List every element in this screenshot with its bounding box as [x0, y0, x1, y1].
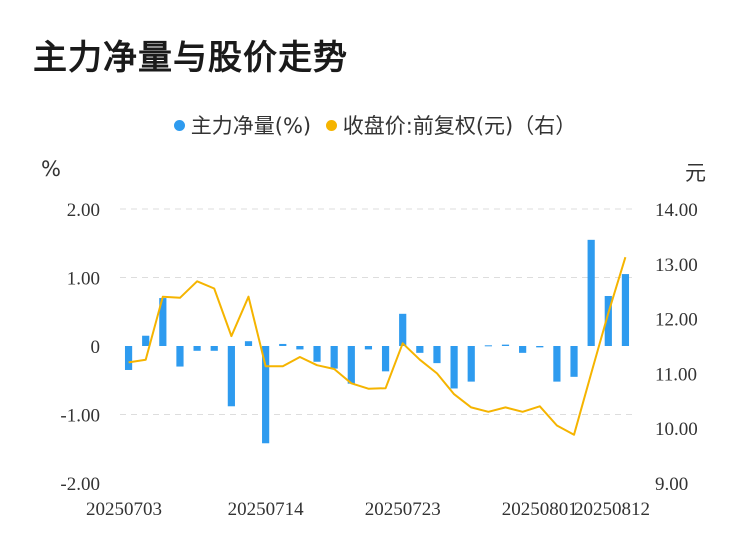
bar	[536, 346, 544, 348]
right-axis-tick-label: 10.00	[655, 419, 698, 440]
bar	[142, 335, 150, 346]
bar	[364, 346, 373, 350]
bar	[227, 346, 235, 407]
bar	[296, 346, 304, 350]
right-axis-tick-label: 9.00	[655, 474, 688, 495]
bar	[604, 295, 612, 346]
right-axis-tick-label: 11.00	[655, 364, 697, 385]
legend: 主力净量(%) 收盘价:前复权(元)（右）	[0, 110, 750, 140]
bar	[381, 346, 390, 372]
x-axis-tick-label: 20250723	[365, 499, 441, 520]
left-axis-tick-label: -1.00	[60, 406, 100, 427]
bar	[210, 346, 218, 351]
bar	[433, 346, 441, 364]
legend-label-close-price: 收盘价:前复权(元)（右）	[342, 114, 577, 138]
left-axis-tick-label: 2.00	[67, 200, 100, 221]
right-axis-tick-label: 12.00	[655, 310, 698, 331]
bar	[553, 346, 561, 382]
left-axis-unit: %	[41, 157, 61, 181]
chart-title: 主力净量与股价走势	[33, 38, 348, 78]
bar	[519, 346, 527, 353]
left-axis-tick-label: 0	[91, 337, 101, 358]
bar	[330, 346, 338, 369]
bar	[416, 346, 424, 353]
bar	[621, 274, 630, 346]
legend-marker-line-icon	[325, 119, 337, 131]
bar	[176, 346, 184, 367]
x-axis-tick-label: 20250703	[86, 499, 162, 520]
legend-marker-bar-icon	[173, 119, 185, 131]
price-line	[128, 256, 627, 436]
bar	[193, 346, 201, 351]
bar	[570, 346, 578, 377]
bar	[347, 346, 355, 384]
bar	[587, 239, 595, 346]
right-axis-tick-label: 13.00	[655, 255, 698, 276]
bar	[124, 346, 133, 370]
bar	[262, 346, 270, 444]
bar	[244, 341, 253, 346]
bar	[313, 346, 321, 362]
bar	[501, 344, 510, 346]
legend-label-net-flow: 主力净量(%)	[190, 114, 312, 138]
right-axis-tick-label: 14.00	[655, 200, 698, 221]
x-axis-tick-label: 20250812	[574, 499, 650, 520]
bar	[467, 346, 475, 382]
x-axis-tick-label: 20250801	[502, 499, 578, 520]
x-axis-tick-label: 20250714	[228, 499, 305, 520]
left-axis-tick-label: -2.00	[60, 474, 100, 495]
bar	[450, 346, 458, 389]
right-axis-unit: 元	[685, 161, 706, 185]
legend-item-close-price[interactable]: 收盘价:前复权(元)（右）	[325, 110, 577, 140]
bar	[484, 345, 492, 347]
bar	[159, 298, 167, 346]
legend-item-net-flow[interactable]: 主力净量(%)	[173, 110, 312, 140]
bar	[279, 343, 287, 346]
left-axis-tick-label: 1.00	[67, 269, 100, 290]
bar	[399, 313, 407, 346]
